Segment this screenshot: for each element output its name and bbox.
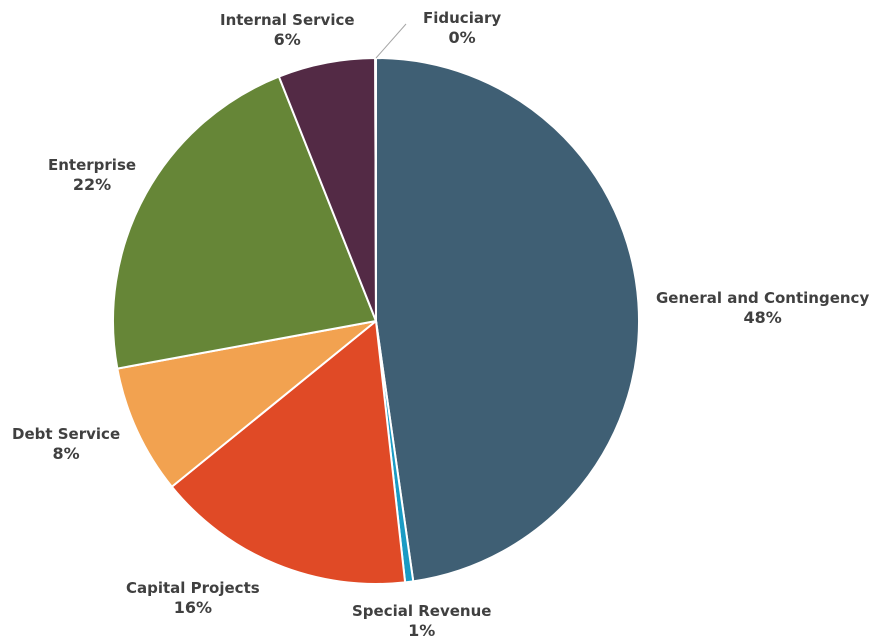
percent-label: 22% [72,175,112,194]
percent-label: 1% [408,621,436,640]
pie-slices [112,56,641,585]
category-label: Capital Projects [126,579,260,597]
pie-slice-general-and-contingency [375,57,641,583]
fiduciary-leader-line [375,23,407,59]
pie-slice-enterprise [112,75,377,370]
pie-slice-fiduciary [374,56,377,322]
data-label-special-revenue: Special Revenue 1% [352,602,491,640]
category-label: Enterprise [48,156,137,174]
percent-label: 6% [273,30,301,49]
category-label: Internal Service [220,11,355,29]
percent-label: 0% [448,28,476,47]
data-label-debt-service: Debt Service 8% [12,425,120,463]
category-label: Special Revenue [352,602,492,620]
percent-label: 8% [52,444,80,463]
category-label: Fiduciary [423,9,502,27]
percent-label: 16% [173,598,212,617]
data-label-capital-projects: Capital Projects 16% [126,579,260,617]
data-label-fiduciary: Fiduciary 0% [423,9,501,47]
data-label-general-and-contingency: General and Contingency 48% [656,289,869,327]
category-label: General and Contingency [656,289,870,307]
category-label: Debt Service [12,425,121,443]
data-label-enterprise: Enterprise 22% [48,156,136,194]
pie-slice-debt-service [116,320,377,488]
data-label-internal-service: Internal Service 6% [220,11,355,49]
percent-label: 48% [743,308,782,327]
pie-slice-capital-projects [170,320,407,585]
